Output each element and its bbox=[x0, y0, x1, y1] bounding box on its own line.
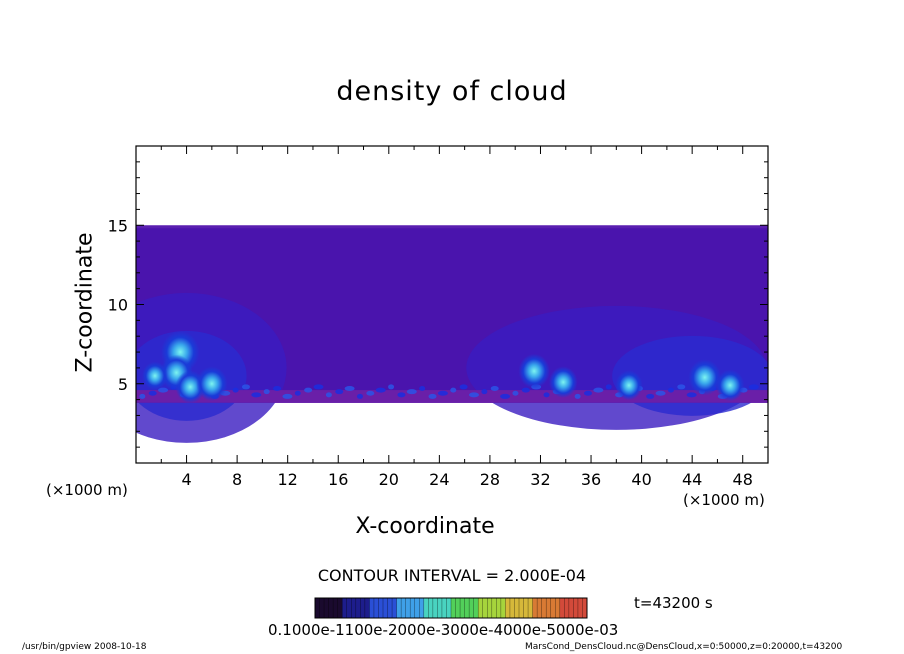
field-bottom-strip bbox=[136, 390, 768, 403]
cloud-speck bbox=[304, 387, 313, 393]
cloud-speck bbox=[450, 387, 457, 393]
colorbar bbox=[314, 597, 588, 619]
colorbar-tick-labels: 0.1000e-1100e-2000e-3000e-4000e-5000e-03 bbox=[268, 621, 619, 639]
cloud-speck bbox=[459, 384, 468, 390]
cloud-cell bbox=[688, 359, 722, 396]
cloud-speck bbox=[512, 390, 519, 396]
cloud-speck bbox=[655, 390, 666, 396]
cloud-speck bbox=[366, 390, 375, 396]
cloud-speck bbox=[397, 392, 406, 398]
cloud-cell bbox=[548, 366, 578, 398]
x-axis-label: X-coordinate bbox=[355, 514, 495, 539]
cloud-speck bbox=[344, 386, 355, 392]
density-field bbox=[136, 225, 768, 443]
y-tick-label: 15 bbox=[108, 216, 128, 235]
cloud-speck bbox=[521, 387, 530, 393]
cloud-speck bbox=[375, 387, 386, 393]
cloud-speck bbox=[419, 386, 426, 392]
x-tick-label: 40 bbox=[631, 470, 651, 489]
cloud-speck bbox=[593, 387, 604, 393]
cloud-speck bbox=[574, 393, 581, 399]
cloud-cell bbox=[518, 353, 550, 389]
cloud-speck bbox=[325, 392, 332, 398]
x-tick-label: 20 bbox=[379, 470, 399, 489]
time-label: t=43200 s bbox=[634, 594, 713, 612]
x-tick-label: 28 bbox=[480, 470, 500, 489]
cloud-speck bbox=[282, 393, 293, 399]
x-tick-label: 36 bbox=[581, 470, 601, 489]
cloud-speck bbox=[241, 384, 250, 390]
contour-interval: CONTOUR INTERVAL = 2.000E-04 bbox=[317, 566, 587, 585]
y-axis-label: Z-coordinate bbox=[72, 232, 98, 373]
x-tick-label: 24 bbox=[429, 470, 449, 489]
x-tick-label: 44 bbox=[682, 470, 702, 489]
cloud-speck bbox=[667, 387, 674, 393]
chart-title: density of cloud bbox=[336, 76, 568, 107]
x-tick-label: 32 bbox=[530, 470, 550, 489]
cloud-speck bbox=[437, 390, 448, 396]
cloud-speck bbox=[251, 392, 262, 398]
colorbar-frame bbox=[314, 597, 588, 619]
cloud-speck bbox=[406, 389, 417, 395]
cloud-speck bbox=[232, 387, 239, 393]
x-tick-label: 12 bbox=[278, 470, 298, 489]
cloud-cell bbox=[142, 361, 168, 391]
cloud-speck bbox=[500, 393, 511, 399]
colorbar-segment bbox=[342, 598, 370, 618]
cloud-speck bbox=[356, 393, 363, 399]
cloud-speck bbox=[263, 389, 270, 395]
cloud-cell bbox=[715, 369, 745, 402]
cloud-cell bbox=[615, 370, 643, 401]
footer-source: MarsCond_DensCloud.nc@DensCloud,x=0:5000… bbox=[525, 642, 843, 652]
footer-command: /usr/bin/gpview 2008-10-18 bbox=[22, 642, 147, 652]
y-tick-label: 5 bbox=[118, 375, 128, 394]
x-tick-label: 48 bbox=[733, 470, 753, 489]
cloud-speck bbox=[148, 390, 157, 396]
cloud-speck bbox=[335, 389, 344, 395]
cloud-speck bbox=[584, 390, 593, 396]
cloud-speck bbox=[468, 392, 479, 398]
cloud-speck bbox=[490, 386, 499, 392]
colorbar-segment bbox=[478, 598, 506, 618]
cloud-speck bbox=[313, 384, 324, 390]
cloud-speck bbox=[748, 384, 759, 390]
x-tick-label: 8 bbox=[232, 470, 242, 489]
cloud-speck bbox=[139, 393, 146, 399]
x-unit-right: (×1000 m) bbox=[683, 491, 765, 509]
cloud-speck bbox=[686, 392, 697, 398]
cloud-speck bbox=[677, 384, 686, 390]
cloud-speck bbox=[646, 393, 655, 399]
cloud-speck bbox=[294, 390, 301, 396]
x-unit-left: (×1000 m) bbox=[46, 481, 128, 499]
cloud-speck bbox=[428, 393, 437, 399]
x-tick-label: 4 bbox=[181, 470, 191, 489]
cloud-speck bbox=[481, 389, 488, 395]
cloud-speck bbox=[543, 392, 550, 398]
x-tick-label: 16 bbox=[328, 470, 348, 489]
y-tick-label: 10 bbox=[108, 296, 128, 315]
cloud-speck bbox=[158, 387, 169, 393]
cloud-speck bbox=[388, 384, 395, 390]
cloud-cell bbox=[196, 366, 228, 402]
cloud-speck bbox=[605, 384, 612, 390]
cloud-speck bbox=[273, 386, 282, 392]
